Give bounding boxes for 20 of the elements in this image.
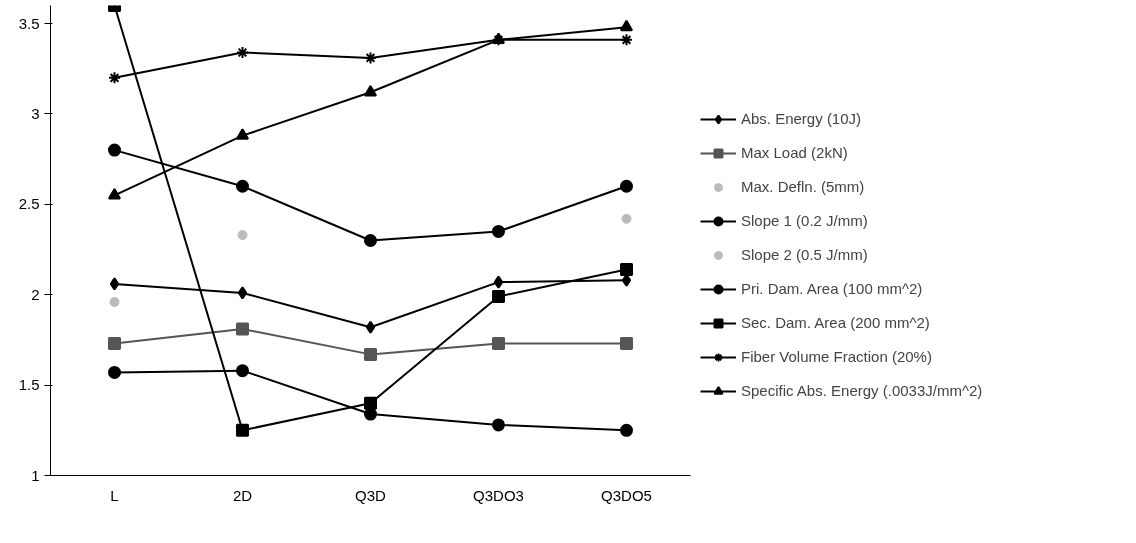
legend-label: Slope 2 (0.5 J/mm) (741, 246, 868, 263)
y-tick-label: 3 (31, 104, 40, 122)
x-tick-label: L (110, 486, 119, 504)
y-tick-label: 2 (31, 285, 40, 303)
x-tick-label: Q3DO3 (473, 486, 524, 504)
legend-label: Sec. Dam. Area (200 mm^2) (741, 314, 930, 331)
y-tick-label: 2.5 (18, 195, 40, 213)
legend-label: Max. Defln. (5mm) (741, 178, 865, 195)
y-tick-label: 1.5 (18, 376, 40, 394)
x-tick-label: Q3DO5 (601, 486, 652, 504)
x-tick-label: 2D (232, 486, 253, 504)
legend-label: Max Load (2kN) (741, 144, 848, 161)
legend-label: Specific Abs. Energy (.0033J/mm^2) (741, 382, 983, 399)
legend-label: Fiber Volume Fraction (20%) (741, 348, 932, 365)
x-tick-label: Q3D (355, 486, 387, 504)
y-tick-label: 1 (31, 466, 40, 484)
y-tick-label: 3.5 (18, 14, 40, 32)
legend-label: Slope 1 (0.2 J/mm) (741, 212, 868, 229)
legend-label: Abs. Energy (10J) (741, 110, 862, 127)
legend-label: Pri. Dam. Area (100 mm^2) (741, 280, 923, 297)
